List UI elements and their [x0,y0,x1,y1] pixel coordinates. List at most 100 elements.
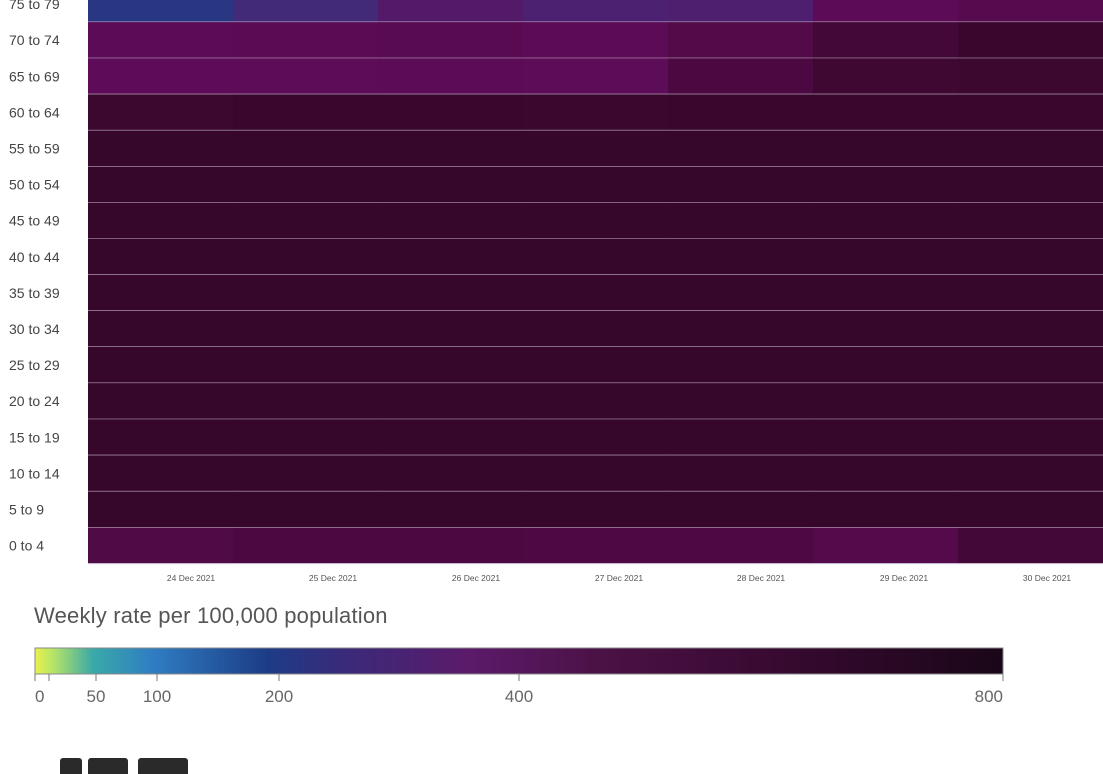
heatmap-cell [378,238,524,275]
heatmap-cell [668,274,814,311]
heatmap-cell [958,491,1103,528]
heatmap-cell [523,455,669,492]
x-axis-labels: 24 Dec 2021 25 Dec 2021 26 Dec 2021 27 Dec … [167,573,1071,583]
heatmap-cell [88,455,234,492]
heatmap-cell [523,238,669,275]
heatmap-cell [668,202,814,239]
heatmap-cell [813,310,959,347]
y-tick-label: 50 to 54 [9,177,60,193]
heatmap-cell [958,22,1103,59]
heatmap-cell [233,455,379,492]
heatmap-cell [378,310,524,347]
x-tick-label: 29 Dec 2021 [880,573,928,583]
x-tick-label: 25 Dec 2021 [309,573,357,583]
heatmap-cell [88,419,234,456]
heatmap-cell [958,419,1103,456]
heatmap-cell [233,22,379,59]
cropped-footer-heading [60,752,200,774]
y-tick-label: 70 to 74 [9,32,60,48]
heatmap-cell [378,347,524,384]
heatmap-cell [378,22,524,59]
heatmap-cell [668,58,814,95]
heatmap-cell [88,491,234,528]
heatmap-cell [88,202,234,239]
heatmap-cell [88,22,234,59]
heatmap-cell [668,491,814,528]
heatmap-cell [378,130,524,167]
heatmap-cell [523,0,669,23]
heatmap-cell [668,238,814,275]
heatmap-cell [958,347,1103,384]
heatmap-cell [958,202,1103,239]
heatmap-cell [668,455,814,492]
colorbar-tick-label: 50 [87,687,106,706]
colorbar-gradient [34,647,1004,675]
colorbar-title: Weekly rate per 100,000 population [34,603,388,628]
heatmap-cell [233,274,379,311]
heatmap-cell [233,491,379,528]
heatmap-cell [813,94,959,131]
heatmap-cell [378,274,524,311]
heatmap-cell [233,419,379,456]
heatmap-cell [668,527,814,564]
heatmap-cell [88,0,234,23]
y-tick-label: 35 to 39 [9,285,60,301]
heatmap-cell [233,202,379,239]
heatmap-cell [958,130,1103,167]
y-tick-label: 5 to 9 [9,501,44,517]
heatmap-cell [378,455,524,492]
colorbar-ticks: 0 50 100 200 400 800 [34,674,1004,706]
x-tick-label: 24 Dec 2021 [167,573,215,583]
colorbar-tick-label: 0 [35,687,44,706]
heatmap-cell [88,166,234,203]
heatmap-cell [668,347,814,384]
heatmap-cell [233,0,379,23]
heatmap-cell [958,383,1103,420]
y-tick-label: 40 to 44 [9,249,60,265]
heatmap-cell [378,58,524,95]
heatmap-cell [523,527,669,564]
colorbar-tick-label: 100 [143,687,171,706]
heatmap-cell [668,419,814,456]
heatmap-cell [958,94,1103,131]
heatmap-cell [668,383,814,420]
heatmap-cell [958,166,1103,203]
heatmap-cell [88,274,234,311]
heatmap-cell [233,527,379,564]
x-tick-label: 28 Dec 2021 [737,573,785,583]
heatmap-cell [88,58,234,95]
heatmap-cell [958,58,1103,95]
heatmap-cell [88,94,234,131]
y-tick-label: 55 to 59 [9,140,60,156]
heatmap-cell [378,419,524,456]
y-tick-label: 25 to 29 [9,357,60,373]
heatmap-cell [378,166,524,203]
heatmap-cell [668,22,814,59]
colorbar-tick-label: 400 [505,687,533,706]
heatmap-cell [523,94,669,131]
heatmap-cell [813,202,959,239]
heatmap-cell [813,383,959,420]
heatmap-cell [378,527,524,564]
heatmap-cell [88,527,234,564]
colorbar: 0 50 100 200 400 800 [34,647,1004,706]
heatmap-cell [958,527,1103,564]
heatmap-cell [233,383,379,420]
heatmap-chart: 75 to 79 70 to 74 65 to 69 60 to 64 55 to 59… [9,0,1103,583]
heatmap-cell [233,94,379,131]
heatmap-cell [233,166,379,203]
y-tick-label: 65 to 69 [9,68,60,84]
heatmap-cell [813,58,959,95]
heatmap-cell [813,274,959,311]
heatmap-cell [523,347,669,384]
heatmap-cell [523,383,669,420]
heatmap-cell [523,58,669,95]
heatmap-cell [233,130,379,167]
heatmap-cell [813,22,959,59]
heatmap-cell [813,130,959,167]
heatmap-cell [813,491,959,528]
heatmap-cell [378,491,524,528]
heatmap-cell [88,130,234,167]
heatmap-cell [88,383,234,420]
heatmap-cell [233,238,379,275]
